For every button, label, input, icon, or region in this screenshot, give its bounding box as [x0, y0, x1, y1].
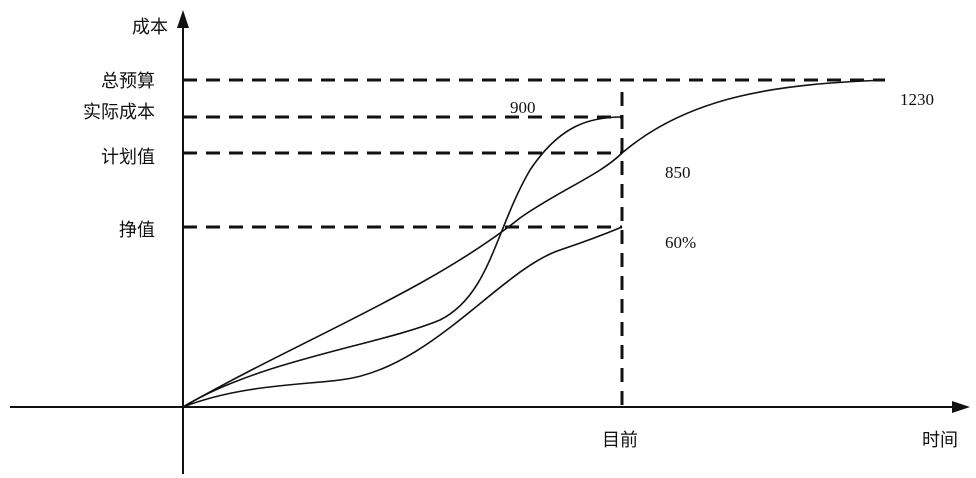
x-axis-arrow	[952, 401, 970, 413]
y-axis-arrow	[177, 10, 189, 28]
planned-value-curve	[182, 79, 886, 408]
earned-value-label: 挣值	[119, 220, 155, 241]
x-axis-title: 时间	[922, 430, 958, 451]
planned-value-value-label: 850	[665, 163, 691, 182]
actual-cost-label: 实际成本	[83, 102, 155, 123]
total-budget-label: 总预算	[101, 71, 155, 92]
current-time-label: 目前	[602, 430, 638, 451]
earned-value-value-label: 60%	[665, 233, 696, 252]
actual-cost-curve	[182, 116, 623, 408]
planned-value-label: 计划值	[101, 147, 155, 168]
budget-value-label: 1230	[900, 90, 934, 109]
earned-value-curve	[182, 226, 623, 408]
y-axis-title: 成本	[132, 17, 168, 38]
actual-cost-value-label: 900	[510, 98, 536, 117]
